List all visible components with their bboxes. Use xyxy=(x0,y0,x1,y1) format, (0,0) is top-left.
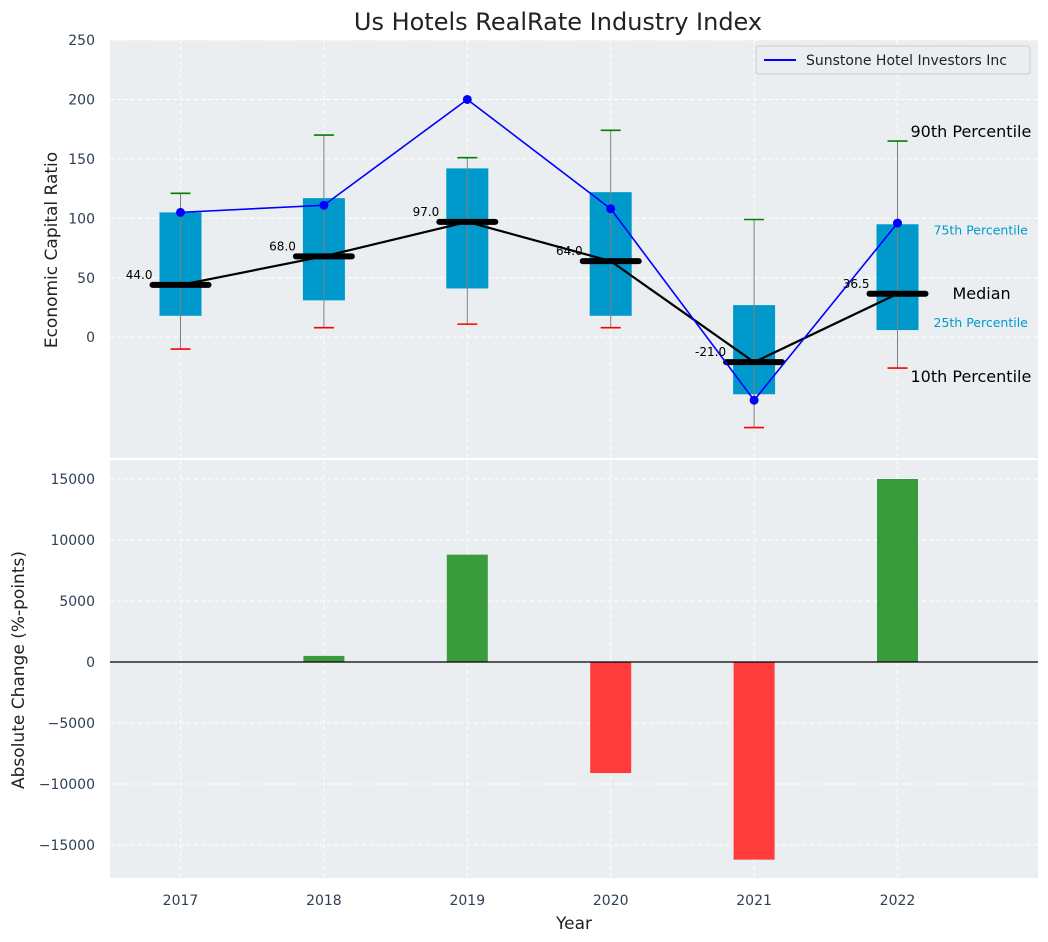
positive-change-bar xyxy=(877,479,918,662)
top-y-tick-label: 50 xyxy=(77,271,95,287)
median-value-labels: 44.0 68.0 97.0 64.0 -21.0 36.5 xyxy=(126,205,870,359)
sunstone-line xyxy=(180,98,899,402)
positive-change-bar xyxy=(446,554,488,662)
median-trend-line xyxy=(180,220,898,364)
bottom-y-tick-label: 5000 xyxy=(59,594,95,610)
top-y-tick-label: 100 xyxy=(68,211,95,227)
top-gridlines xyxy=(110,39,1038,458)
median-value-label: 68.0 xyxy=(269,239,296,253)
bottom-y-tick-label: −5000 xyxy=(48,716,95,732)
sunstone-point xyxy=(606,204,616,214)
median-value-label: 97.0 xyxy=(413,205,440,219)
x-ticks: 2017 2018 2019 2020 2021 2022 xyxy=(163,893,916,909)
top-y-tick-label: 200 xyxy=(68,92,95,108)
bottom-y-ticks: −15000 −10000 −5000 0 5000 10000 15000 xyxy=(39,472,95,854)
sunstone-point xyxy=(176,207,185,217)
x-tick-label: 2020 xyxy=(593,893,629,909)
top-y-axis-label: Economic Capital Ratio xyxy=(42,152,62,348)
top-y-ticks: 0 50 100 150 200 250 xyxy=(68,33,95,346)
legend-box xyxy=(755,45,1031,75)
sunstone-point xyxy=(749,395,759,405)
median-value-label: 44.0 xyxy=(126,268,153,282)
label-10th-percentile: 10th Percentile xyxy=(911,367,1032,386)
percentile-labels: 90th Percentile 75th Percentile Median 25th… xyxy=(911,122,1032,386)
sunstone-point xyxy=(319,200,329,210)
x-tick-label: 2018 xyxy=(306,893,342,909)
chart-title: Us Hotels RealRate Industry Index xyxy=(354,8,762,36)
bottom-y-axis-label: Absolute Change (%-points) xyxy=(9,551,29,789)
median-trend xyxy=(149,218,929,366)
negative-change-bar xyxy=(590,662,632,774)
positive-change-bar xyxy=(303,655,345,662)
sunstone-point xyxy=(893,218,902,228)
top-y-tick-label: 150 xyxy=(68,152,95,168)
label-90th-percentile: 90th Percentile xyxy=(911,122,1032,141)
bottom-y-tick-label: 10000 xyxy=(50,533,95,549)
median-value-label: 36.5 xyxy=(843,277,870,291)
bottom-y-tick-label: −10000 xyxy=(39,777,95,793)
change-bars xyxy=(303,479,918,860)
company-series xyxy=(176,94,902,405)
label-median: Median xyxy=(953,284,1011,303)
x-tick-label: 2017 xyxy=(163,893,199,909)
x-tick-label: 2021 xyxy=(736,893,772,909)
median-value-label: 64.0 xyxy=(556,244,583,258)
x-tick-label: 2019 xyxy=(449,893,485,909)
top-y-tick-label: 0 xyxy=(86,330,95,346)
median-value-label: -21.0 xyxy=(695,345,726,359)
legend: Sunstone Hotel Investors Inc xyxy=(755,45,1031,75)
top-y-tick-label: 250 xyxy=(68,33,95,49)
bottom-y-tick-label: −15000 xyxy=(39,838,95,854)
bottom-y-tick-label: 15000 xyxy=(50,472,95,488)
percentile-boxes xyxy=(159,129,919,429)
legend-entry-sunstone: Sunstone Hotel Investors Inc xyxy=(806,53,1007,69)
bottom-y-tick-label: 0 xyxy=(86,655,95,671)
x-axis-label: Year xyxy=(555,914,592,934)
label-25th-percentile: 25th Percentile xyxy=(934,315,1029,330)
label-75th-percentile: 75th Percentile xyxy=(934,222,1029,237)
sunstone-point xyxy=(462,94,472,104)
x-tick-label: 2022 xyxy=(880,893,916,909)
negative-change-bar xyxy=(733,662,775,860)
